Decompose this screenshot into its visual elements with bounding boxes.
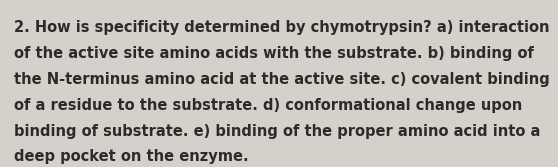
Text: 2. How is specificity determined by chymotrypsin? a) interaction: 2. How is specificity determined by chym… — [14, 20, 550, 35]
Text: of a residue to the substrate. d) conformational change upon: of a residue to the substrate. d) confor… — [14, 98, 522, 113]
Text: the N-terminus amino acid at the active site. c) covalent binding: the N-terminus amino acid at the active … — [14, 72, 550, 87]
Text: of the active site amino acids with the substrate. b) binding of: of the active site amino acids with the … — [14, 46, 534, 61]
Text: binding of substrate. e) binding of the proper amino acid into a: binding of substrate. e) binding of the … — [14, 124, 540, 139]
Text: deep pocket on the enzyme.: deep pocket on the enzyme. — [14, 149, 248, 164]
